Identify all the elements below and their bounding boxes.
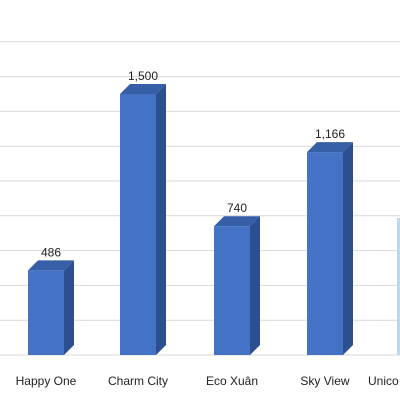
x-tick-label: Sky View	[300, 374, 349, 388]
bar-side	[343, 142, 353, 355]
bar-top	[28, 260, 74, 271]
bar-eco-xu-n	[214, 216, 260, 355]
x-tick-label: Eco Xuân	[206, 374, 258, 388]
x-tick-label: Happy One	[16, 374, 77, 388]
bar-side	[156, 84, 166, 355]
bar-front	[120, 94, 156, 355]
bar-top	[307, 142, 353, 153]
x-tick-label: Unico	[368, 374, 399, 388]
data-label: 740	[227, 201, 247, 215]
bar-charm-city	[120, 84, 166, 355]
bar-top	[120, 84, 166, 94]
x-tick-label: Charm City	[108, 374, 168, 388]
bar-front	[307, 152, 343, 355]
bar-front	[214, 226, 250, 355]
data-labels: 486 1,500 740 1,166	[41, 69, 345, 259]
bar-top	[214, 216, 260, 227]
data-label: 1,500	[128, 69, 158, 83]
bars	[28, 84, 400, 355]
data-label: 486	[41, 245, 61, 259]
x-axis-tick-labels: Happy One Charm City Eco Xuân Sky View Unico	[16, 374, 399, 388]
bar-front	[28, 270, 64, 355]
data-label: 1,166	[315, 127, 345, 141]
bar-sky-view	[307, 142, 353, 355]
bar-happy-one	[28, 260, 74, 355]
bar-side	[250, 216, 260, 355]
bar-partial	[397, 218, 400, 355]
bar-side	[64, 260, 74, 355]
